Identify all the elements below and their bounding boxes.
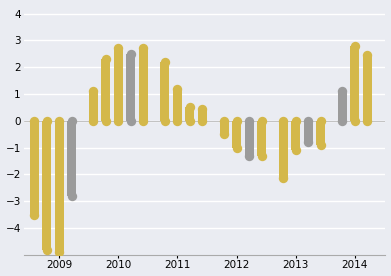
Bar <box>363 55 372 121</box>
Bar <box>219 121 229 134</box>
Bar <box>89 91 98 121</box>
Bar <box>257 121 266 156</box>
Bar <box>114 49 123 121</box>
Bar <box>55 121 64 252</box>
Bar <box>198 109 207 121</box>
Bar <box>101 59 110 121</box>
Bar <box>67 121 76 196</box>
Bar <box>279 121 288 179</box>
Bar <box>173 89 182 121</box>
Bar <box>126 54 135 121</box>
Bar <box>139 49 148 121</box>
Bar <box>245 121 254 156</box>
Bar <box>185 107 194 121</box>
Bar <box>350 46 359 121</box>
Bar <box>232 121 241 148</box>
Bar <box>160 62 169 121</box>
Bar <box>304 121 313 142</box>
Bar <box>338 91 347 121</box>
Bar <box>42 121 51 250</box>
Bar <box>291 121 300 150</box>
Bar <box>30 121 39 215</box>
Bar <box>316 121 325 145</box>
